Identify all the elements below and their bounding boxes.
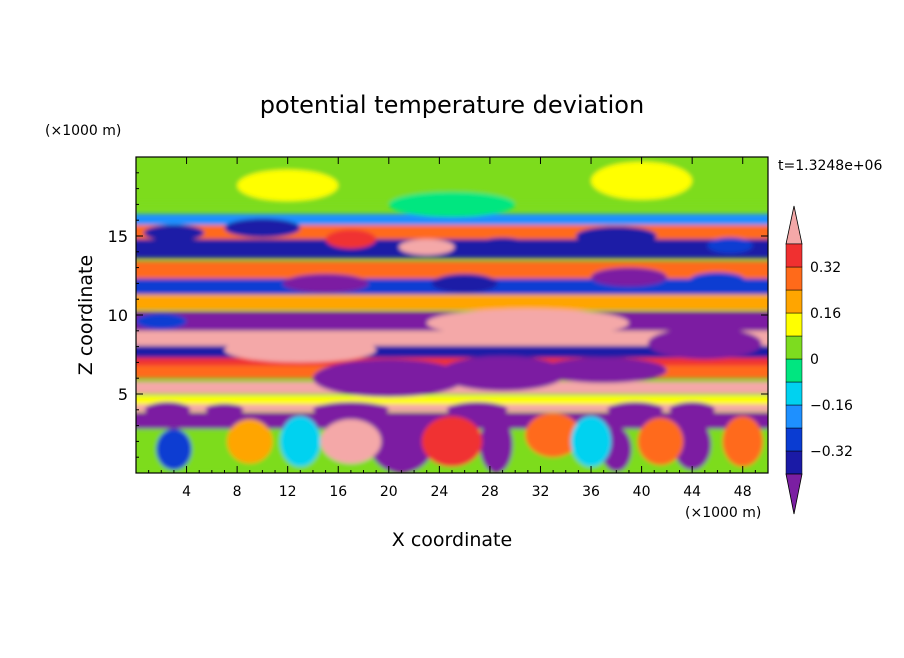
x-tick-label: 36 [582, 484, 600, 500]
y-tick-label: 15 [108, 227, 128, 246]
field-feature-36 [570, 416, 612, 467]
field-feature-28 [156, 428, 192, 470]
colorbar-swatch [785, 450, 803, 475]
field-feature-11 [426, 308, 629, 338]
colorbar-swatch [785, 266, 803, 291]
field-feature-30 [320, 419, 382, 464]
x-tick-label: 20 [380, 484, 398, 500]
x-axis: 4 8 12 16 20 24 28 32 36 40 44 48 [148, 157, 756, 500]
x-tick-label: 12 [279, 484, 297, 500]
field-feature-15 [540, 357, 667, 383]
x-tick-label: 44 [683, 484, 701, 500]
colorbar-tick-label: −0.16 [810, 398, 853, 414]
field-feature-23 [669, 401, 715, 418]
field-feature-5 [575, 226, 657, 246]
colorbar-swatch [785, 335, 803, 360]
colorbar: 0.32 0.16 0 −0.16 −0.32 [785, 205, 853, 515]
y-axis: 5 10 15 [108, 172, 768, 458]
colorbar-swatch [785, 289, 803, 314]
field-feature-17 [136, 313, 187, 330]
field-layer-13 [136, 395, 768, 406]
y-tick-label: 10 [108, 306, 128, 325]
field-feature-7 [282, 273, 369, 293]
x-tick-label: 4 [182, 484, 191, 500]
x-tick-label: 8 [233, 484, 242, 500]
field-feature-9 [591, 267, 667, 287]
field-feature-3 [398, 239, 455, 255]
x-tick-label: 40 [633, 484, 651, 500]
field-feature-8 [431, 273, 498, 293]
field-feature-38 [591, 161, 693, 200]
x-tick-label: 24 [430, 484, 448, 500]
field-feature-25 [479, 416, 513, 473]
field-layer-6 [136, 294, 768, 311]
field-feature-12 [224, 337, 377, 363]
field-feature-10 [689, 272, 746, 289]
field-feature-1 [224, 218, 301, 238]
field-feature-37 [237, 169, 339, 202]
colorbar-extend-top [785, 205, 803, 245]
field-feature-20 [312, 401, 389, 418]
colorbar-swatch [785, 381, 803, 406]
chart-title: potential temperature deviation [260, 91, 644, 119]
field-feature-33 [637, 417, 684, 466]
colorbar-extend-bottom [785, 473, 803, 515]
field-feature-31 [421, 416, 483, 467]
field-feature-35 [280, 416, 321, 467]
colorbar-swatch [785, 312, 803, 337]
x-tick-label: 48 [734, 484, 752, 500]
x-tick-label: 28 [481, 484, 499, 500]
y-tick-label: 5 [118, 385, 128, 404]
colorbar-tick-label: 0.32 [810, 260, 841, 276]
field-feature-0 [143, 224, 205, 241]
x-axis-label: X coordinate [392, 529, 512, 551]
x-tick-label: 32 [532, 484, 550, 500]
colorbar-swatch [785, 243, 803, 268]
colorbar-swatch [785, 427, 803, 452]
colorbar-swatch [785, 358, 803, 383]
contour-field [136, 157, 768, 473]
field-feature-16 [647, 327, 762, 360]
field-feature-6 [707, 237, 753, 254]
field-feature-18 [144, 401, 191, 418]
colorbar-tick-label: 0 [810, 352, 819, 368]
colorbar-tick-label: 0.16 [810, 306, 841, 322]
field-layer-2 [136, 224, 768, 241]
y-unit-label: (×1000 m) [45, 123, 121, 139]
y-axis-label: Z coordinate [75, 255, 97, 375]
field-feature-4 [477, 237, 528, 254]
field-feature-21 [446, 401, 508, 418]
field-feature-24 [369, 416, 434, 473]
field-layer-10 [136, 357, 768, 368]
time-label: t=1.3248e+06 [778, 158, 882, 174]
field-feature-2 [325, 229, 377, 249]
x-unit-label: (×1000 m) [685, 505, 761, 521]
field-feature-13 [312, 359, 465, 398]
field-feature-34 [722, 416, 763, 467]
field-feature-19 [205, 403, 244, 417]
field-feature-27 [673, 419, 712, 470]
colorbar-swatch [785, 404, 803, 429]
field-feature-14 [439, 356, 566, 391]
field-feature-32 [525, 412, 581, 458]
x-tick-label: 16 [329, 484, 347, 500]
field-feature-39 [388, 191, 516, 218]
colorbar-tick-label: −0.32 [810, 444, 853, 460]
field-bands [136, 158, 768, 473]
field-feature-29 [227, 419, 273, 464]
field-feature-22 [607, 401, 664, 418]
